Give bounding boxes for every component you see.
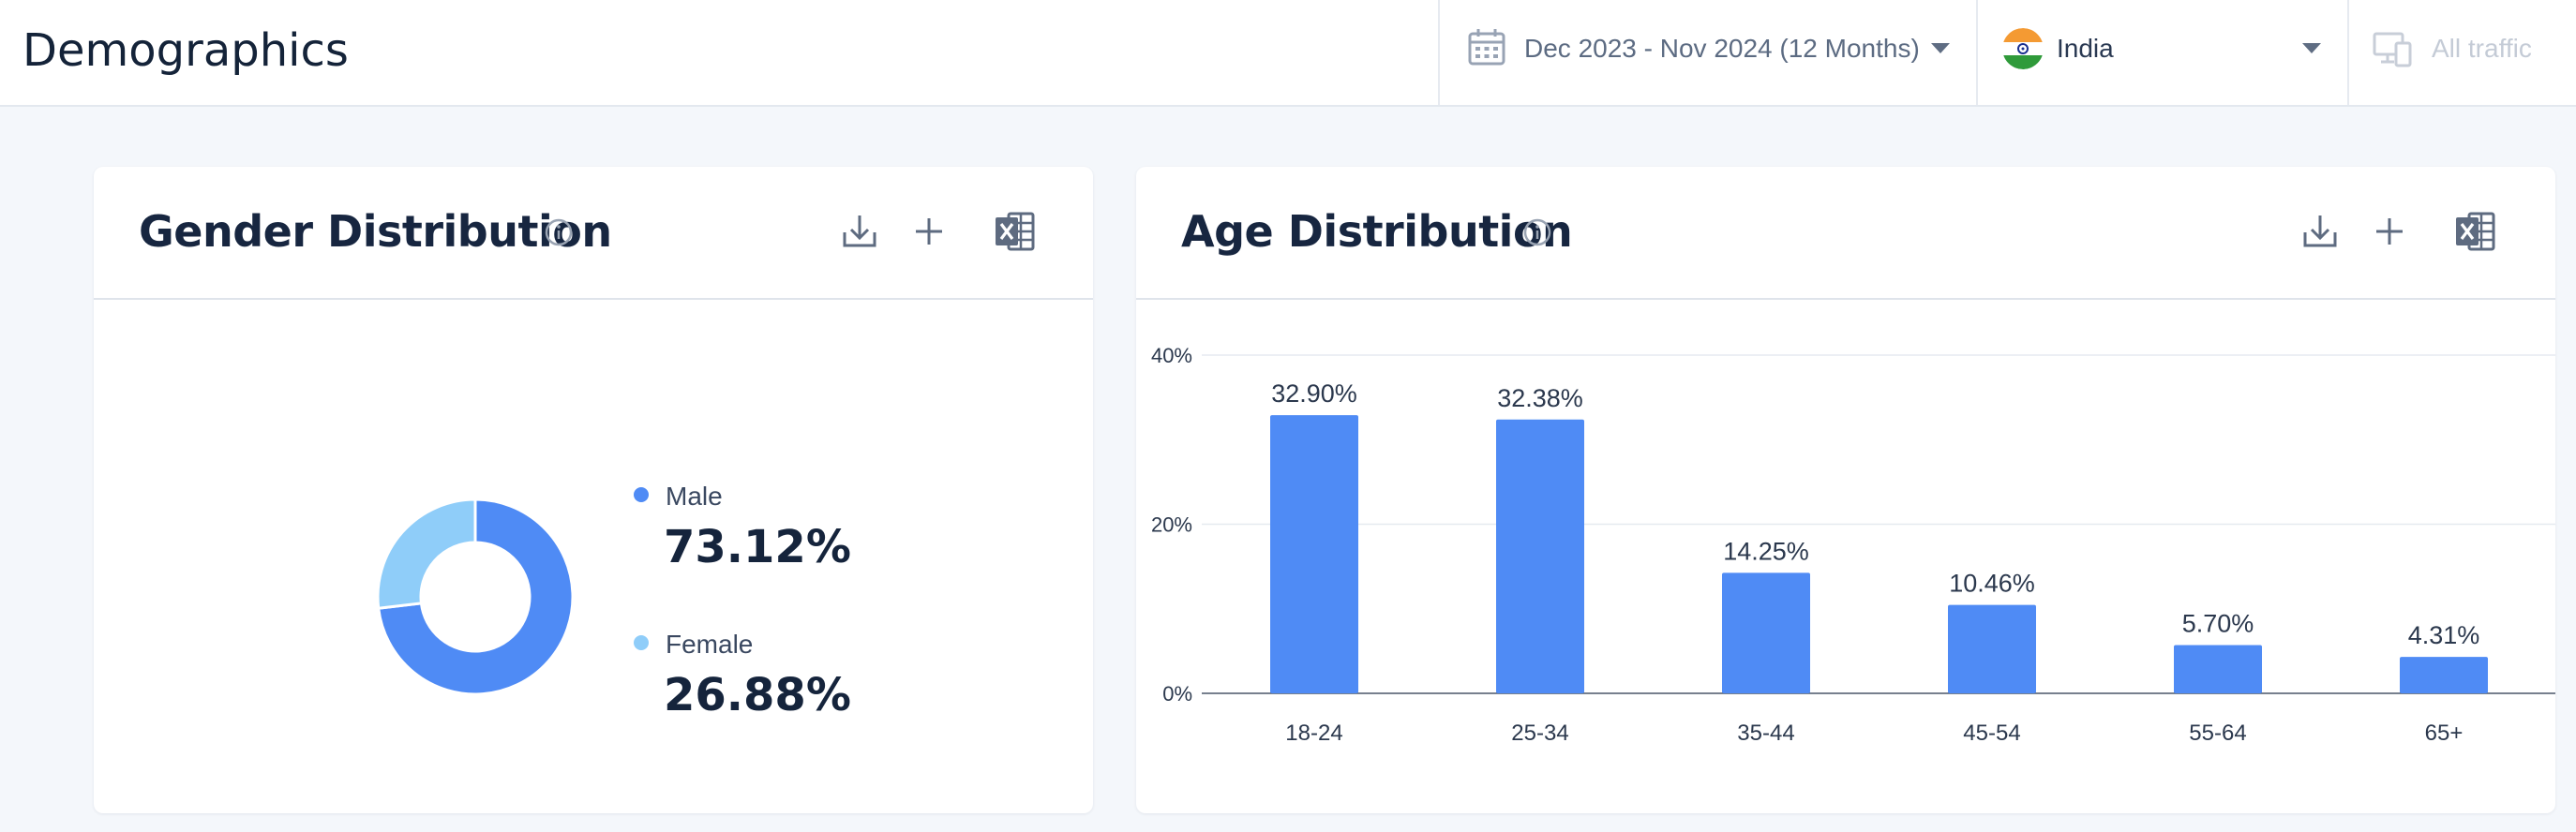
- y-tick-label: 0%: [1162, 682, 1192, 706]
- bar-18-24[interactable]: [1270, 415, 1358, 693]
- plus-icon[interactable]: [2368, 210, 2411, 253]
- date-range-value: Dec 2023 - Nov 2024 (12 Months): [1524, 34, 1920, 63]
- female-legend-label: Female: [666, 630, 754, 659]
- download-icon[interactable]: [838, 210, 881, 253]
- plus-icon[interactable]: [907, 210, 951, 253]
- age-bar-chart: 0% 20% 40% 32.90% 18-24 32.38% 25-34 14.25% 35-4…: [1151, 344, 2555, 746]
- excel-icon[interactable]: [2454, 210, 2497, 253]
- bar-55-64[interactable]: [2174, 645, 2262, 693]
- calendar-icon: [1468, 29, 1505, 66]
- x-tick-label: 45-54: [1963, 721, 2020, 746]
- bar-data-label: 32.38%: [1497, 384, 1583, 412]
- bar-data-label: 14.25%: [1723, 537, 1809, 565]
- bar-65+[interactable]: [2400, 657, 2488, 693]
- bar-data-label: 32.90%: [1271, 379, 1357, 408]
- top-bar: Demographics Dec 2023 - Nov 2024 (12 Mon…: [0, 0, 2576, 107]
- traffic-selector[interactable]: All traffic: [2347, 0, 2576, 105]
- bar-45-54[interactable]: [1948, 604, 2036, 693]
- donut-slice-male[interactable]: [377, 498, 575, 696]
- bar-35-44[interactable]: [1722, 572, 1810, 693]
- info-icon[interactable]: [544, 217, 574, 247]
- excel-icon[interactable]: [994, 210, 1037, 253]
- card-title: Age Distribution: [1181, 206, 1573, 257]
- x-tick-label: 55-64: [2189, 721, 2246, 746]
- date-range-picker[interactable]: Dec 2023 - Nov 2024 (12 Months): [1438, 0, 1978, 105]
- devices-icon: [2373, 32, 2412, 67]
- x-tick-label: 25-34: [1511, 721, 1568, 746]
- download-icon[interactable]: [2299, 210, 2342, 253]
- chevron-down-icon: [1931, 43, 1950, 53]
- card-header: Age Distribution: [1136, 167, 2555, 300]
- bar-data-label: 5.70%: [2182, 610, 2254, 638]
- male-legend-dot: [634, 487, 649, 502]
- country-selector[interactable]: India: [1976, 0, 2349, 105]
- bar-25-34[interactable]: [1496, 419, 1584, 693]
- gender-donut-chart: [376, 498, 575, 696]
- gender-distribution-card: Gender Distribution Male 73.12% Fe: [94, 167, 1093, 813]
- x-tick-label: 65+: [2425, 721, 2464, 746]
- female-legend-dot: [634, 635, 649, 650]
- card-header: Gender Distribution: [94, 167, 1093, 300]
- bar-data-label: 10.46%: [1949, 570, 2035, 598]
- bar-data-label: 4.31%: [2408, 621, 2480, 649]
- female-percentage: 26.88%: [664, 669, 851, 721]
- x-tick-label: 35-44: [1737, 721, 1794, 746]
- donut-slice-female[interactable]: [376, 498, 477, 610]
- info-icon[interactable]: [1522, 217, 1552, 247]
- age-distribution-card: Age Distribution 0% 20% 40% 32.90% 18-24 32.3…: [1136, 167, 2555, 813]
- page-title: Demographics: [22, 24, 349, 77]
- male-percentage: 73.12%: [664, 521, 851, 573]
- male-legend-label: Male: [666, 482, 723, 511]
- country-value: India: [2057, 34, 2114, 63]
- chevron-down-icon: [2302, 43, 2321, 53]
- india-flag-icon: [2002, 28, 2044, 69]
- card-title: Gender Distribution: [139, 206, 612, 257]
- y-tick-label: 20%: [1151, 513, 1192, 537]
- traffic-value: All traffic: [2432, 34, 2532, 63]
- y-tick-label: 40%: [1151, 344, 1192, 367]
- x-tick-label: 18-24: [1285, 721, 1342, 746]
